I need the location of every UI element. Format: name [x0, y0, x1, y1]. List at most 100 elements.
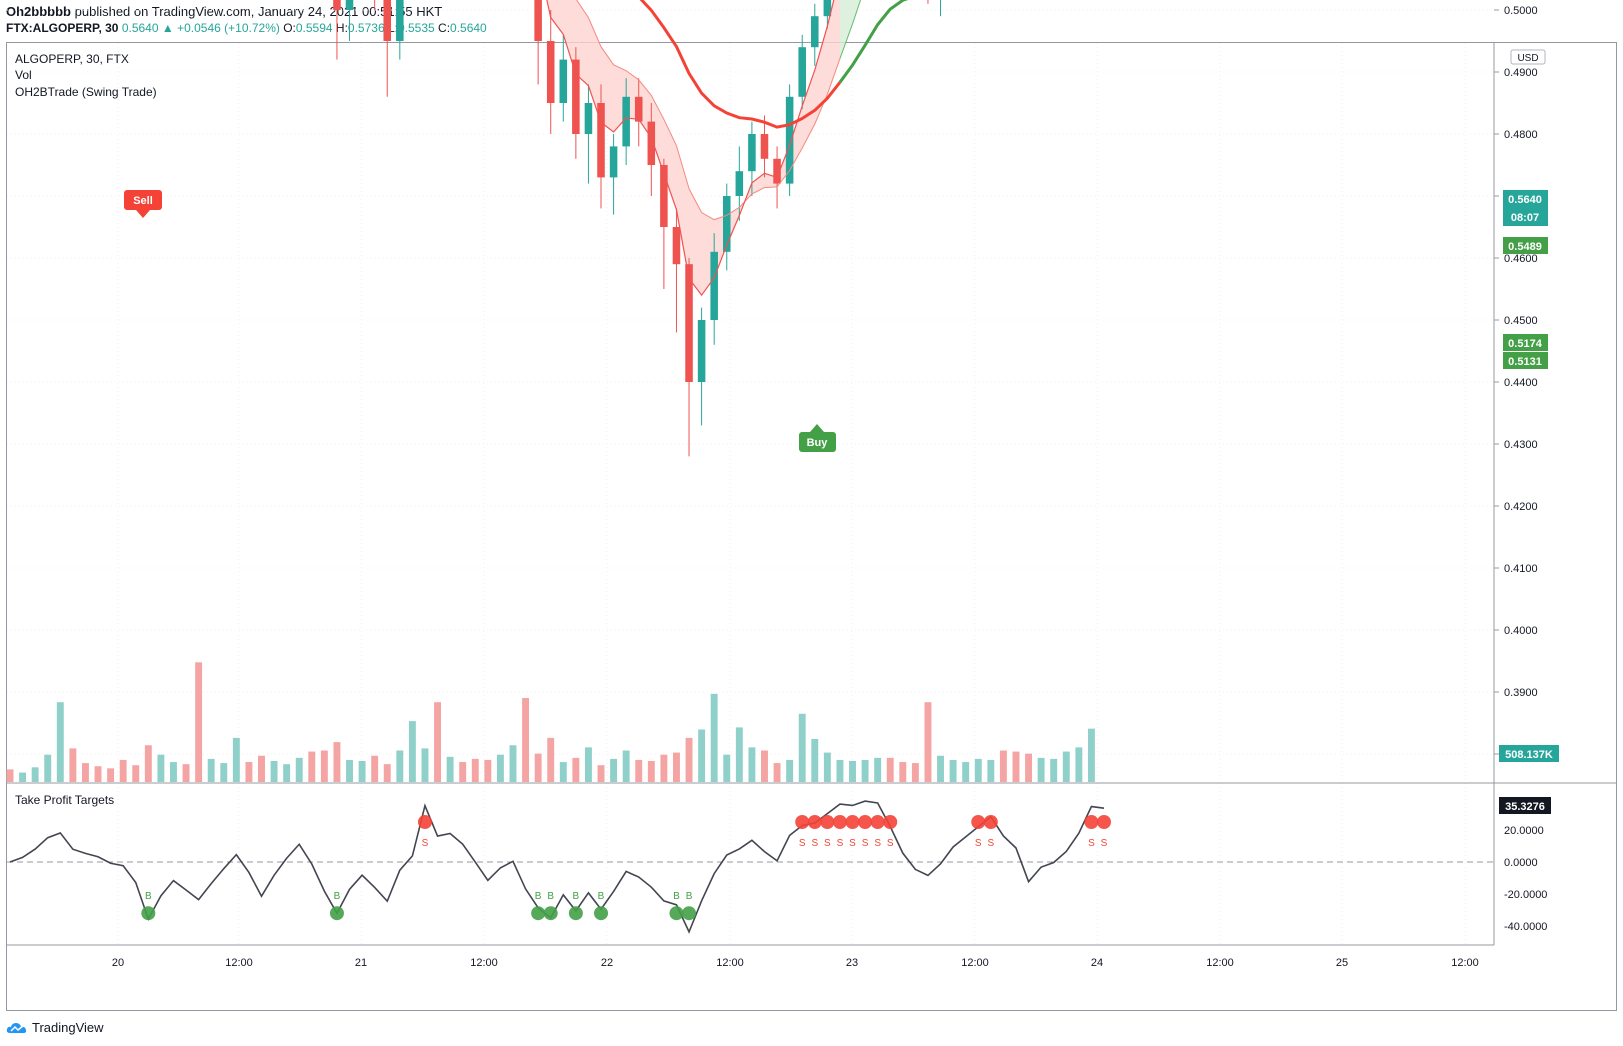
- band-line-sell: [576, 0, 841, 221]
- volume-bar: [170, 762, 177, 782]
- osc-sell-marker: S: [422, 838, 429, 849]
- price-change: +0.0546 (+10.72%): [177, 21, 280, 35]
- volume-bar: [396, 750, 404, 782]
- volume-bar: [987, 759, 995, 782]
- volume-bar: [710, 693, 718, 782]
- candle-body: [798, 47, 806, 97]
- volume-bar: [685, 737, 693, 782]
- take-profit-buy-dot: [141, 906, 156, 921]
- legend-indicator[interactable]: OH2BTrade (Swing Trade): [15, 85, 157, 99]
- time-tick-label: 21: [355, 957, 367, 969]
- volume-bar: [69, 748, 77, 782]
- volume-bar: [107, 768, 115, 782]
- candle-body: [396, 0, 404, 41]
- buy-signal[interactable]: Buy: [799, 424, 836, 452]
- candle-body: [785, 96, 794, 184]
- take-profit-buy-dot: [568, 906, 583, 921]
- legend-volume[interactable]: Vol: [15, 68, 32, 82]
- volume-bar: [999, 750, 1007, 782]
- signal-fill-region: [839, 0, 861, 59]
- volume-bar: [371, 755, 379, 782]
- countdown-badge-value: 08:07: [1511, 212, 1539, 224]
- osc-buy-marker: B: [598, 891, 605, 902]
- volume-bar: [911, 763, 919, 782]
- volume-bar: [346, 759, 353, 782]
- volume-bar: [773, 763, 781, 782]
- volume-bar: [874, 757, 882, 782]
- signal-fills: [546, 0, 861, 296]
- candle-body: [345, 0, 354, 10]
- volume-bar: [937, 755, 944, 782]
- osc-tick-label: 20.0000: [1504, 825, 1544, 837]
- osc-sell-marker: S: [849, 838, 856, 849]
- price-tick-label: 0.4600: [1504, 253, 1538, 265]
- legend-osc-title[interactable]: Take Profit Targets: [15, 793, 115, 807]
- moving-averages: [546, 0, 909, 297]
- candle-body: [710, 251, 718, 320]
- volume-bar: [559, 762, 567, 782]
- slow-ma-buy: [838, 0, 909, 84]
- osc-buy-marker: B: [535, 891, 542, 902]
- osc-sell-marker: S: [1101, 838, 1108, 849]
- take-profit-sell-dot: [983, 815, 998, 829]
- price-tick-label: 0.3900: [1504, 687, 1538, 699]
- volume-bar: [622, 750, 630, 782]
- sell-label: Sell: [133, 195, 153, 207]
- candle-body: [811, 16, 819, 48]
- candle-body: [622, 96, 630, 147]
- osc-sell-marker: S: [1088, 838, 1095, 849]
- volume-bar: [1087, 728, 1095, 782]
- candle-body: [735, 171, 744, 196]
- candle-body: [773, 158, 781, 184]
- osc-tick-label: -40.0000: [1504, 921, 1547, 933]
- symbol-label: FTX:ALGOPERP, 30: [6, 21, 119, 35]
- high-label: H:: [335, 21, 348, 35]
- candle-body: [534, 0, 542, 41]
- take-profit-sell-dot: [971, 815, 986, 829]
- volume-bar: [698, 729, 706, 782]
- legend-symbol[interactable]: ALGOPERP, 30, FTX: [15, 52, 129, 66]
- volume-bar: [19, 772, 27, 782]
- volume-bar: [132, 765, 140, 782]
- candles: [333, 0, 942, 457]
- take-profit-buy-dot: [543, 906, 558, 921]
- candle-body: [685, 264, 693, 382]
- volume-bar: [635, 759, 643, 782]
- volume-bar: [56, 702, 64, 782]
- candle-body: [634, 96, 643, 122]
- take-profit-sell-dot: [795, 815, 810, 829]
- author-name[interactable]: Oh2bbbbb: [6, 4, 71, 19]
- low-label: L:: [387, 21, 398, 35]
- time-tick-label: 12:00: [225, 957, 253, 969]
- volume-bar: [308, 751, 316, 782]
- volume-bar: [1050, 758, 1058, 782]
- volume-bar: [748, 747, 756, 782]
- take-profit-sell-dot: [858, 815, 873, 829]
- candle-body: [672, 227, 681, 265]
- price-tick-label: 0.4200: [1504, 501, 1538, 513]
- last-price-badge-value: 0.5640: [1508, 194, 1542, 206]
- osc-buy-marker: B: [145, 891, 152, 902]
- volume-bar: [245, 762, 253, 782]
- tradingview-logo[interactable]: TradingView: [6, 1020, 104, 1035]
- volume-bar: [1012, 751, 1020, 782]
- volume-bar: [270, 761, 278, 782]
- candle-body: [647, 121, 656, 165]
- volume-bar: [899, 762, 907, 782]
- take-profit-buy-dot: [682, 906, 697, 921]
- osc-sell-marker: S: [887, 838, 894, 849]
- osc-sell-marker: S: [811, 838, 818, 849]
- volume-bar: [660, 754, 668, 782]
- volume-bar: [320, 750, 328, 782]
- sell-signal[interactable]: Sell: [124, 190, 162, 218]
- take-profit-sell-dot: [832, 815, 847, 829]
- currency-badge[interactable]: [1510, 49, 1546, 65]
- take-profit-sell-dot: [820, 815, 835, 829]
- quote-line: FTX:ALGOPERP, 30 0.5640 ▲ +0.0546 (+10.7…: [6, 21, 1606, 37]
- candle-body: [722, 196, 731, 252]
- osc-buy-marker: B: [547, 891, 554, 902]
- volume-bar: [949, 759, 957, 782]
- candle-body: [697, 320, 706, 382]
- volume-bar: [31, 767, 39, 782]
